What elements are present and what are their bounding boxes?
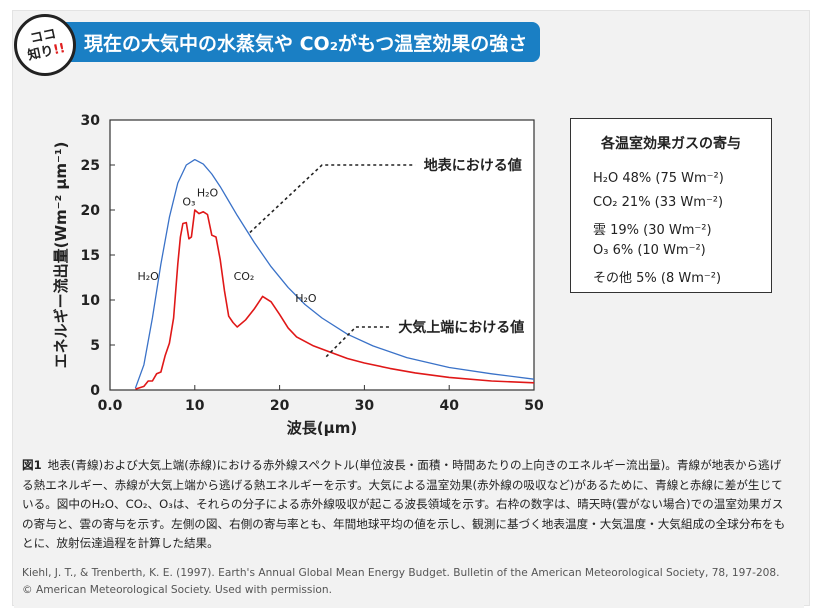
toa-leader-line xyxy=(325,326,390,358)
y-tick-label: 30 xyxy=(81,113,101,129)
caption-block xyxy=(14,448,804,608)
x-tick-label: 30 xyxy=(355,398,375,414)
legend-title: 各温室効果ガスの寄与 xyxy=(601,136,741,152)
title-banner xyxy=(62,22,540,62)
figure-label: 図1 xyxy=(22,458,42,472)
y-tick-label: 20 xyxy=(81,203,101,219)
y-axis-label: エネルギー流出量(Wm⁻² μm⁻¹) xyxy=(52,142,70,369)
surface-label: 地表における値 xyxy=(424,157,522,174)
absorption-band-label: H₂O xyxy=(197,187,219,200)
koko-shiri-badge: ココ 知り!! xyxy=(14,14,76,76)
spectrum-chart: 0.0 10 20 30 40 50 0 5 10 15 20 25 30 波長(μm) エネルギー流出量(… xyxy=(52,113,544,437)
x-tick-label: 40 xyxy=(439,398,459,414)
figure-credit: Kiehl, J. T., & Trenberth, K. E. (1997).… xyxy=(22,567,780,596)
caption-text: 地表(青線)および大気上端(赤線)における赤外線スペクトル(単位波長・面積・時間… xyxy=(22,458,786,550)
legend-row-h2o: H₂O 48% (75 Wm⁻²) xyxy=(593,171,724,186)
absorption-band-label: H₂O xyxy=(137,270,159,283)
legend-row-co2: CO₂ 21% (33 Wm⁻²) xyxy=(593,195,724,210)
y-tick-label: 0 xyxy=(90,383,100,399)
x-tick-label: 0.0 xyxy=(98,398,123,414)
x-tick-label: 20 xyxy=(270,398,290,414)
toa-series-line xyxy=(135,209,535,390)
legend-row-other: その他 5% (8 Wm⁻²) xyxy=(593,271,722,286)
page-title: 現在の大気中の水蒸気や CO₂がもつ温室効果の強さ xyxy=(84,33,528,55)
absorption-band-label: CO₂ xyxy=(234,270,255,283)
y-tick-label: 25 xyxy=(81,158,100,174)
x-tick-label: 10 xyxy=(185,398,205,414)
y-tick-label: 10 xyxy=(81,293,101,309)
y-tick-label: 15 xyxy=(81,248,100,264)
surface-series-line xyxy=(134,158,535,389)
absorption-band-label: O₃ xyxy=(182,196,195,209)
legend-row-cloud: 雲 19% (30 Wm⁻²) xyxy=(593,223,712,238)
y-tick-label: 5 xyxy=(90,338,100,354)
surface-leader-line xyxy=(249,164,416,234)
toa-label: 大気上端における値 xyxy=(398,319,524,336)
absorption-band-label: H₂O xyxy=(295,292,317,305)
figure-caption: 図1 地表(青線)および大気上端(赤線)における赤外線スペクトル(単位波長・面積・… xyxy=(22,456,790,554)
legend-row-o3: O₃ 6% (10 Wm⁻²) xyxy=(593,243,706,258)
x-axis-label: 波長(μm) xyxy=(287,419,357,437)
contribution-legend-box: 各温室効果ガスの寄与 H₂O 48% (75 Wm⁻²) CO₂ 21% (33… xyxy=(570,118,772,293)
x-tick-label: 50 xyxy=(524,398,544,414)
